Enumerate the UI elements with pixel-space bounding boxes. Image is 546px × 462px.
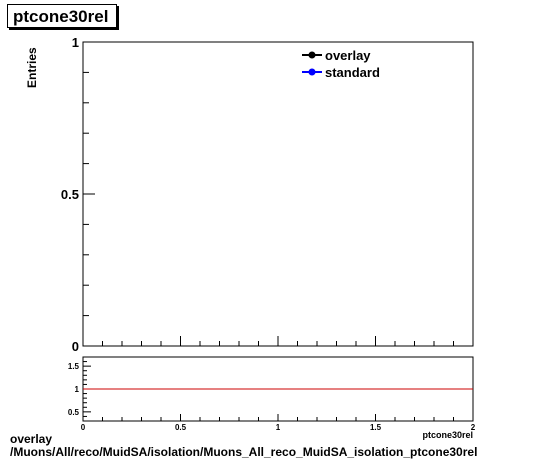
- y-tick-label: 1: [72, 35, 79, 50]
- legend-entry-overlay: overlay: [325, 48, 371, 63]
- x-tick-label: 1.5: [370, 423, 382, 432]
- legend-marker: [308, 51, 316, 59]
- main-plot-area: 00.51: [61, 35, 474, 354]
- x-tick-label: 1: [276, 423, 281, 432]
- footer-path: /Muons/All/reco/MuidSA/isolation/Muons_A…: [10, 445, 478, 459]
- legend-marker: [308, 68, 316, 76]
- x-axis-label: ptcone30rel: [422, 430, 473, 440]
- x-tick-label: 2: [471, 423, 476, 432]
- x-tick-label: 0.5: [175, 423, 187, 432]
- y-tick-label: 0.5: [61, 187, 79, 202]
- ratio-y-tick-label: 0.5: [68, 408, 80, 417]
- legend: overlay standard: [302, 48, 380, 80]
- y-tick-label: 0: [72, 339, 79, 354]
- footer-label: overlay: [10, 432, 53, 446]
- ratio-y-tick-label: 1.5: [68, 362, 80, 371]
- main-frame: [82, 41, 474, 347]
- chart-title: ptcone30rel: [7, 4, 117, 28]
- legend-entry-standard: standard: [325, 65, 380, 80]
- x-tick-label: 0: [81, 423, 86, 432]
- ratio-y-tick-label: 1: [75, 385, 80, 394]
